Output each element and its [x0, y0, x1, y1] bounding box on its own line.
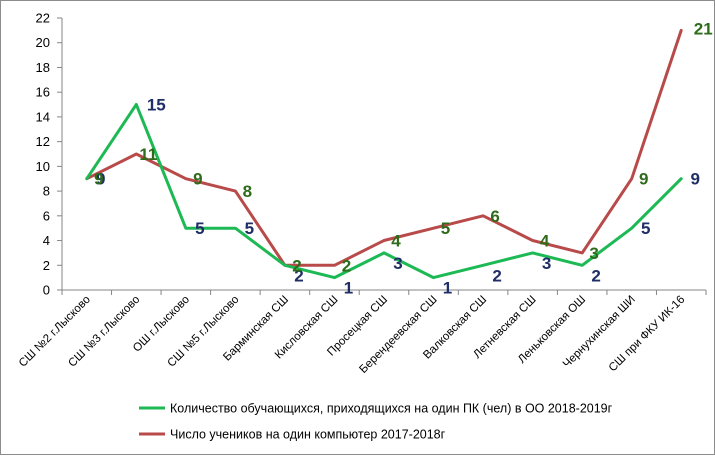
y-tick-label: 18 — [36, 60, 50, 75]
data-label-2017-2018: 9 — [193, 170, 202, 189]
data-label-2018-2019: 2 — [591, 266, 600, 285]
data-label-2017-2018: 11 — [139, 145, 157, 164]
data-label-2017-2018: 9 — [639, 170, 648, 189]
data-label-2017-2018: 5 — [441, 219, 450, 238]
legend-label-2018-2019: Количество обучающихся, приходящихся на … — [170, 402, 613, 416]
data-label-2017-2018: 2 — [292, 256, 301, 275]
y-axis-ticks: 0 2 4 6 8 10 12 14 16 18 20 22 — [36, 11, 62, 298]
data-label-2018-2019: 5 — [195, 219, 204, 238]
data-label-2017-2018: 9 — [94, 170, 103, 189]
axes — [61, 18, 706, 291]
data-label-2018-2019: 1 — [344, 279, 353, 298]
data-label-2017-2018: 21 — [694, 19, 713, 38]
legend-label-2017-2018: Число учеников на один компьютер 2017-20… — [170, 428, 446, 442]
series-line-2018-2019 — [85, 103, 683, 280]
y-tick-label: 6 — [43, 208, 50, 223]
y-tick-label: 12 — [36, 134, 50, 149]
data-label-2018-2019: 9 — [690, 170, 699, 189]
data-label-2017-2018: 4 — [391, 232, 401, 251]
data-label-2018-2019: 1 — [443, 279, 452, 298]
y-tick-label: 0 — [43, 283, 50, 298]
series-lines — [85, 28, 683, 280]
y-tick-label: 14 — [36, 109, 50, 124]
data-label-2018-2019: 3 — [393, 254, 402, 273]
data-label-2018-2019: 2 — [492, 266, 501, 285]
y-tick-label: 10 — [36, 159, 50, 174]
data-label-2018-2019: 5 — [245, 219, 254, 238]
y-tick-label: 22 — [36, 11, 50, 26]
data-label-2017-2018: 2 — [342, 256, 351, 275]
y-tick-label: 4 — [43, 233, 50, 248]
data-label-2017-2018: 6 — [490, 207, 499, 226]
data-label-2018-2019: 3 — [542, 254, 551, 273]
legend: Количество обучающихся, приходящихся на … — [139, 402, 613, 442]
y-tick-label: 16 — [36, 85, 50, 100]
data-label-2018-2019: 2 — [294, 266, 303, 285]
y-tick-label: 2 — [43, 258, 50, 273]
data-label-2017-2018: 3 — [589, 244, 598, 263]
data-label-2017-2018: 8 — [243, 182, 252, 201]
y-tick-label: 8 — [43, 184, 50, 199]
data-label-2018-2019: 5 — [641, 219, 650, 238]
series-line-2017-2018 — [85, 28, 683, 267]
data-label-2018-2019: 15 — [147, 96, 166, 115]
data-label-2018-2019: 9 — [96, 170, 105, 189]
y-tick-label: 20 — [36, 35, 50, 50]
data-label-2017-2018: 4 — [540, 232, 550, 251]
